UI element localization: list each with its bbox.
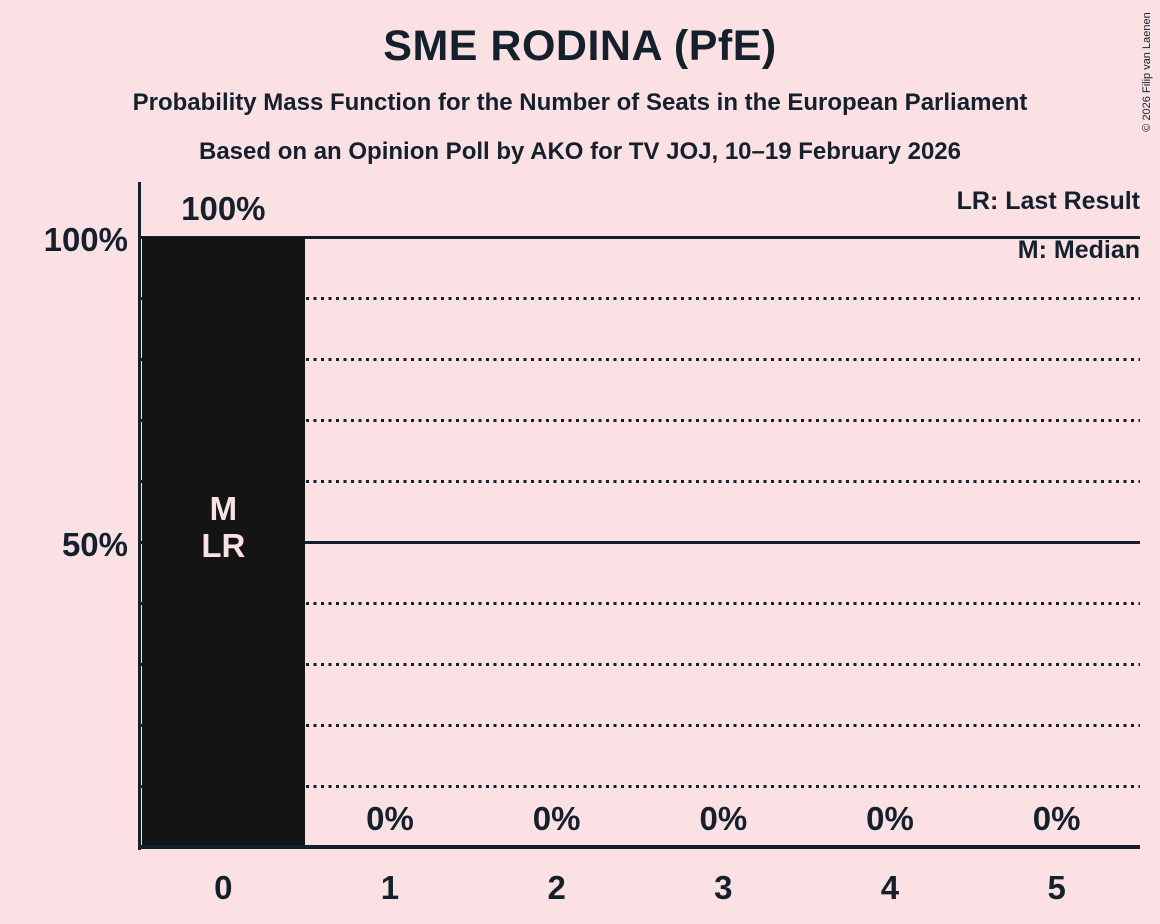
gridline-dotted-60pct bbox=[141, 480, 1140, 483]
x-tick-label-5: 5 bbox=[1047, 869, 1066, 906]
gridline-dotted-70pct bbox=[141, 419, 1140, 422]
bar-value-label-0: 100% bbox=[181, 190, 266, 227]
y-tick-label-50pct: 50% bbox=[61, 526, 128, 563]
x-tick-label-2: 2 bbox=[547, 869, 566, 906]
gridline-dotted-10pct bbox=[141, 785, 1140, 788]
gridline-solid-50pct bbox=[141, 541, 1140, 544]
x-tick-label-3: 3 bbox=[714, 869, 733, 906]
y-tick-label-100pct: 100% bbox=[43, 221, 128, 258]
bar-value-label-5: 0% bbox=[1032, 800, 1081, 837]
bar-value-label-2: 0% bbox=[532, 800, 581, 837]
x-tick-label-0: 0 bbox=[214, 869, 233, 906]
gridline-dotted-90pct bbox=[141, 297, 1140, 300]
chart-title: SME RODINA (PfE) bbox=[383, 22, 777, 70]
chart-subtitle-line2: Based on an Opinion Poll by AKO for TV J… bbox=[199, 138, 961, 165]
x-tick-label-1: 1 bbox=[380, 869, 400, 906]
y-axis-line bbox=[138, 182, 141, 850]
x-tick-label-4: 4 bbox=[880, 869, 900, 906]
gridline-dotted-20pct bbox=[141, 724, 1140, 727]
bar-annotation-label-m: M bbox=[209, 490, 238, 527]
bar-value-label-1: 0% bbox=[366, 800, 414, 837]
gridline-dotted-80pct bbox=[141, 358, 1140, 361]
bar-value-label-3: 0% bbox=[699, 800, 748, 837]
gridline-dotted-40pct bbox=[141, 602, 1140, 605]
x-axis-line bbox=[138, 845, 1140, 849]
bar-annotation-seat-0: M LR bbox=[140, 490, 307, 564]
bar-value-label-4: 0% bbox=[866, 800, 914, 837]
gridline-solid-100pct bbox=[141, 236, 1140, 239]
legend-last-result: LR: Last Result bbox=[956, 187, 1140, 215]
bar-seat-0 bbox=[142, 237, 305, 847]
bar-annotation-label-lr: LR bbox=[201, 527, 246, 564]
gridline-dotted-30pct bbox=[141, 663, 1140, 666]
legend-median: M: Median bbox=[1017, 236, 1140, 264]
chart-subtitle-line1: Probability Mass Function for the Number… bbox=[132, 89, 1028, 116]
